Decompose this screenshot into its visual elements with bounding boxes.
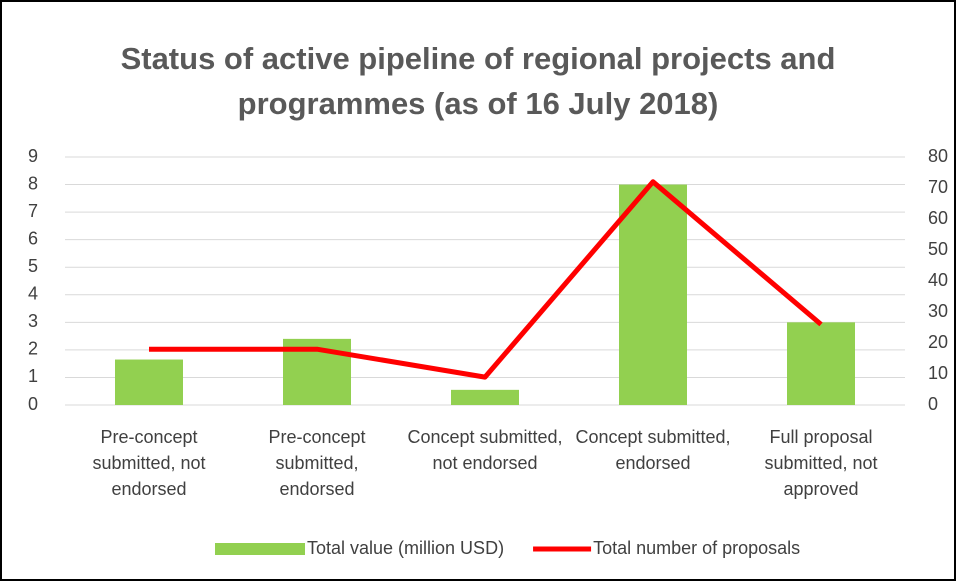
y2-tick-label: 80 [928,146,948,166]
y2-tick-label: 30 [928,301,948,321]
y-tick-label: 5 [28,256,38,276]
legend-label: Total number of proposals [593,538,800,558]
x-tick-box: Pre-concept submitted, not endorsed [92,427,206,499]
y-tick-label: 7 [28,201,38,221]
x-tick-box: Full proposal submitted, not approved [764,427,878,499]
y-tick-label: 0 [28,394,38,414]
x-tick-label: Concept submitted, endorsed [575,427,731,473]
y2-tick-label: 0 [928,394,938,414]
x-tick-box: Concept submitted, not endorsed [407,427,563,473]
legend-label: Total value (million USD) [307,538,504,558]
bar [115,359,183,405]
x-tick-label: Pre-concept submitted, not endorsed [92,427,206,499]
y2-tick-label: 60 [928,208,948,228]
y-tick-label: 9 [28,146,38,166]
legend-swatch [215,543,305,555]
y-tick-label: 2 [28,339,38,359]
title-box: Status of active pipeline of regional pr… [120,41,836,121]
x-tick-label: Full proposal submitted, not approved [764,427,878,499]
x-tick-box: Pre-concept submitted, endorsed [268,427,366,499]
y2-tick-label: 70 [928,177,948,197]
y2-tick-label: 20 [928,332,948,352]
y-tick-label: 8 [28,173,38,193]
y2-tick-label: 10 [928,363,948,383]
bar [619,184,687,405]
y2-tick-label: 50 [928,239,948,259]
y2-tick-label: 40 [928,270,948,290]
y-tick-label: 1 [28,366,38,386]
x-tick-label: Concept submitted, not endorsed [407,427,563,473]
bar [787,322,855,405]
y-tick-label: 4 [28,284,38,304]
y-tick-label: 3 [28,311,38,331]
y-tick-label: 6 [28,228,38,248]
x-tick-box: Concept submitted, endorsed [575,427,731,473]
x-tick-label: Pre-concept submitted, endorsed [268,427,366,499]
chart-title: Status of active pipeline of regional pr… [120,41,836,121]
bar [451,389,519,405]
line [149,179,823,380]
